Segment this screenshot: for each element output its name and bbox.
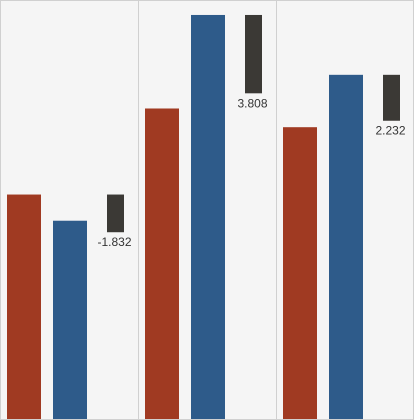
difference-bar[interactable] [107,194,124,233]
difference-bar[interactable] [245,14,262,94]
bar[interactable] [283,127,317,420]
difference-bar[interactable] [383,74,400,121]
bar[interactable] [191,14,225,419]
bar[interactable] [329,74,363,420]
bar[interactable] [7,194,41,419]
difference-label: 3.808 [237,96,267,110]
bar[interactable] [145,108,179,419]
bar[interactable] [53,220,87,419]
difference-label: -1.832 [97,235,131,249]
difference-label: 2.232 [375,124,405,138]
